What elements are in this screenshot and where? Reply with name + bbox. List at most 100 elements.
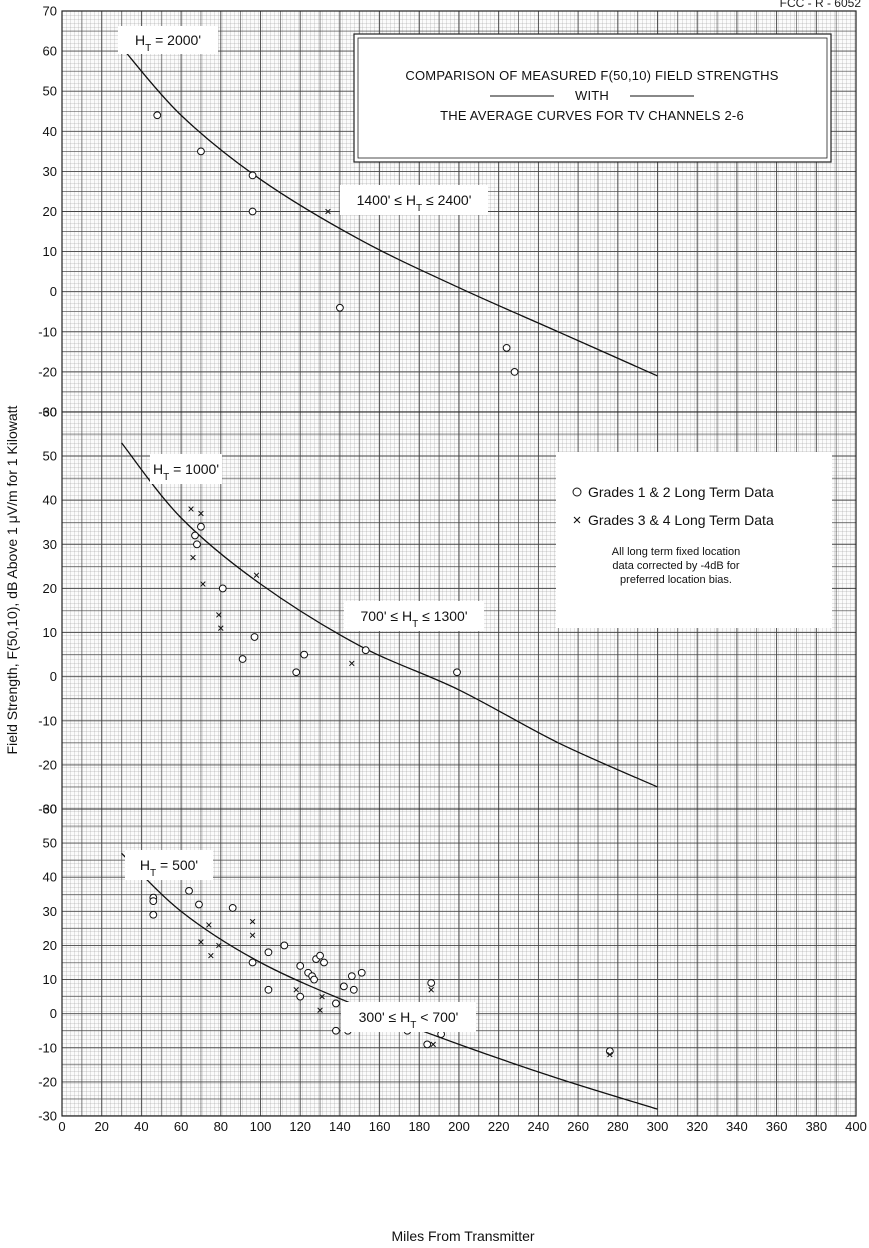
x-tick-label: 360 <box>766 1119 788 1134</box>
grade34-point <box>206 922 212 928</box>
legend-grade34: Grades 3 & 4 Long Term Data <box>588 512 774 528</box>
grade12-point <box>332 999 340 1008</box>
grade34-point <box>349 660 355 667</box>
grade34-point <box>249 932 256 938</box>
legend-grade12: Grades 1 & 2 Long Term Data <box>588 484 774 500</box>
grade12-point <box>310 975 318 984</box>
x-tick-label: 80 <box>214 1119 228 1134</box>
grade12-point <box>248 958 257 967</box>
y-tick-label: 30 <box>43 164 57 179</box>
grade12-point <box>292 668 301 677</box>
y-tick-label: -10 <box>38 1040 57 1055</box>
y-tick-label: -10 <box>38 713 57 728</box>
x-tick-label: 380 <box>805 1119 827 1134</box>
x-tick-labels: 0 20 40 60 80 100 120 140 160 180 200 220 240 260 280 3… <box>58 1119 866 1134</box>
grade12-point <box>361 646 370 655</box>
plot-frame <box>61 10 857 1117</box>
legend-circle-marker <box>572 487 582 497</box>
x-tick-label: 120 <box>289 1119 311 1134</box>
legend-note-3: preferred location bias. <box>620 574 732 586</box>
x-tick-label: 60 <box>174 1119 188 1134</box>
x-tick-label: 280 <box>607 1119 629 1134</box>
grade12-point <box>296 962 305 970</box>
grade12-point <box>320 958 328 967</box>
grade12-point <box>264 985 273 994</box>
y-tick-label: 50 <box>43 84 57 99</box>
grade12-point <box>218 584 227 593</box>
curve-label-ht500: HT = 500' <box>125 850 213 880</box>
y-tick-label: 10 <box>43 244 57 259</box>
y-tick-label: 10 <box>43 625 57 640</box>
curve-label-text: HT = 2000' <box>135 32 201 54</box>
y-tick-label: 50 <box>43 836 57 851</box>
grade12-point <box>191 531 199 540</box>
curve-label-text: HT = 500' <box>140 857 198 879</box>
grade34-point <box>428 987 434 993</box>
grade12-point <box>296 992 305 1001</box>
grade12-point <box>238 655 247 663</box>
grade34-point <box>216 612 222 618</box>
y-tick-label: -20 <box>38 1074 57 1089</box>
y-tick-label: 40 <box>43 493 57 508</box>
grade12-point <box>453 668 461 677</box>
legend-box: Grades 1 & 2 Long Term Data Grades 3 & 4… <box>556 452 832 628</box>
grade12-point <box>193 540 201 549</box>
y-tick-label: 60 <box>43 44 57 59</box>
page-code: FCC - R - 6052 <box>779 0 861 10</box>
range-label-ht1000: 700' ≤ HT ≤ 1300' <box>344 601 484 631</box>
x-tick-label: 220 <box>488 1119 510 1134</box>
grade34-point <box>218 625 224 631</box>
x-tick-label: 0 <box>58 1119 65 1134</box>
x-tick-label: 260 <box>567 1119 589 1134</box>
grade12-point <box>336 303 344 312</box>
x-tick-label: 300 <box>647 1119 669 1134</box>
y-tick-label: 40 <box>43 124 57 139</box>
curve-label-text: 300' ≤ HT < 700' <box>359 1009 459 1031</box>
y-tick-label: 20 <box>43 204 57 219</box>
y-tick-label: -30 <box>38 1109 57 1124</box>
grade34-point <box>317 1007 323 1014</box>
grade34-point <box>430 1041 436 1048</box>
x-tick-label: 160 <box>369 1119 391 1134</box>
y-tick-label: -30 <box>38 405 57 420</box>
x-tick-label: 200 <box>448 1119 470 1134</box>
grade34-point <box>216 942 222 949</box>
curve-label-text: HT = 1000' <box>153 461 219 483</box>
x-tick-label: 40 <box>134 1119 148 1134</box>
grade34-point <box>208 952 214 959</box>
grade34-point <box>319 993 325 1000</box>
curve-labels: HT = 2000' 1400' ≤ HT ≤ 2400' HT = 1000' 70… <box>118 26 488 1032</box>
x-tick-label: 180 <box>408 1119 430 1134</box>
y-tick-label: -20 <box>38 757 57 772</box>
legend-note-1: All long term fixed location <box>612 546 740 558</box>
y-tick-label: 10 <box>43 972 57 987</box>
grade12-point <box>502 343 511 352</box>
grade12-point <box>347 972 356 981</box>
y-tick-label: -20 <box>38 364 57 379</box>
x-tick-label: 100 <box>250 1119 272 1134</box>
grade12-point <box>149 897 158 905</box>
x-tick-label: 320 <box>686 1119 708 1134</box>
grade12-point <box>423 1040 432 1049</box>
y-tick-labels: 706050403020100-10-20-306050403020100-10… <box>38 4 57 1124</box>
chart-subtitle: THE AVERAGE CURVES FOR TV CHANNELS 2-6 <box>440 108 744 123</box>
curve-label-ht2000: HT = 2000' <box>118 26 218 54</box>
average-curve-ht1000 <box>121 442 658 788</box>
grade12-point <box>197 147 205 156</box>
legend-cross-marker <box>573 516 581 524</box>
y-tick-label: 60 <box>43 405 57 420</box>
grade12-point <box>316 951 324 960</box>
y-tick-label: -10 <box>38 324 57 339</box>
grade12-point <box>280 941 289 950</box>
grade34-point <box>253 572 260 578</box>
grade12-point <box>248 207 257 216</box>
curve-label-ht1000: HT = 1000' <box>150 454 222 484</box>
grade34-point <box>200 581 206 587</box>
y-tick-label: 0 <box>50 284 57 299</box>
grade34-point <box>198 939 204 945</box>
x-tick-label: 20 <box>94 1119 108 1134</box>
grade12-point <box>248 171 257 180</box>
grade12-point <box>228 904 237 912</box>
chart-title-with: WITH <box>575 88 609 103</box>
